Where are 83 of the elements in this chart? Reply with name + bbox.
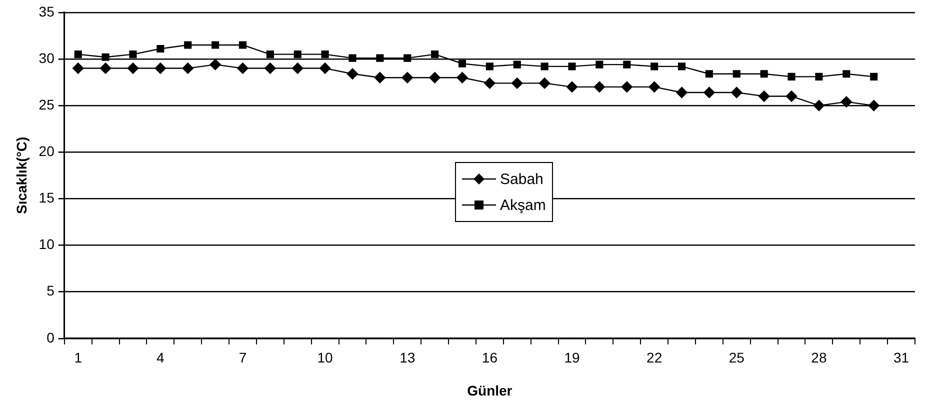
- point: [870, 72, 878, 80]
- x-tick-label: 28: [811, 350, 827, 366]
- x-tick-label: 7: [238, 350, 247, 366]
- point: [376, 54, 384, 62]
- y-tick-label: 15: [38, 190, 55, 206]
- point: [788, 72, 796, 80]
- legend-label: Sabah: [500, 170, 544, 188]
- point: [732, 70, 740, 78]
- point: [319, 62, 331, 74]
- point: [815, 72, 823, 80]
- point: [648, 81, 660, 93]
- point: [346, 68, 358, 80]
- point: [621, 81, 632, 93]
- point: [760, 70, 768, 78]
- point: [513, 60, 521, 68]
- y-tick-label: 5: [46, 282, 55, 299]
- y-tick-label: 30: [38, 50, 55, 66]
- point: [623, 60, 631, 68]
- point: [705, 70, 713, 78]
- x-tick-label: 31: [893, 350, 910, 366]
- point: [596, 60, 604, 68]
- point: [72, 62, 84, 74]
- point: [404, 54, 412, 62]
- point: [566, 81, 578, 93]
- point: [758, 90, 770, 102]
- x-tick-label: 19: [564, 350, 580, 366]
- point: [154, 62, 166, 74]
- y-tick-label: 35: [38, 3, 55, 20]
- point: [842, 70, 850, 78]
- point: [704, 86, 715, 98]
- x-tick-label: 10: [317, 350, 334, 366]
- point: [212, 41, 220, 49]
- point: [292, 62, 304, 74]
- point: [100, 62, 112, 74]
- y-tick-label: 10: [38, 236, 55, 252]
- point: [786, 90, 798, 102]
- point: [321, 50, 329, 58]
- point: [402, 72, 413, 84]
- y-tick-label: 25: [38, 96, 55, 112]
- x-tick-label: 25: [728, 350, 745, 366]
- point: [156, 44, 164, 53]
- point: [594, 81, 606, 93]
- point: [840, 96, 852, 108]
- point: [182, 62, 194, 74]
- x-tick-label: 13: [400, 350, 416, 366]
- point: [184, 41, 192, 49]
- point: [484, 78, 496, 89]
- point: [129, 50, 137, 58]
- point: [429, 72, 440, 84]
- point: [458, 60, 466, 68]
- point: [731, 86, 742, 98]
- point: [264, 62, 276, 74]
- point: [650, 62, 658, 70]
- point: [237, 62, 248, 74]
- point: [868, 100, 880, 112]
- point: [374, 72, 386, 84]
- x-tick-label: 22: [646, 350, 662, 366]
- point: [102, 53, 110, 61]
- point: [127, 62, 139, 74]
- point: [676, 86, 688, 98]
- point: [431, 50, 439, 58]
- point: [266, 50, 274, 58]
- point: [456, 72, 468, 84]
- point: [294, 50, 302, 58]
- point: [568, 62, 576, 70]
- point: [540, 62, 548, 70]
- point: [678, 62, 686, 70]
- point: [74, 50, 82, 58]
- point: [238, 41, 247, 49]
- point: [813, 100, 825, 112]
- point: [348, 54, 356, 62]
- x-axis-title: Günler: [467, 382, 513, 398]
- y-tick-label: 0: [46, 329, 55, 346]
- y-tick-label: 20: [38, 142, 55, 159]
- point: [512, 78, 523, 89]
- legend-label: Akşam: [500, 196, 546, 214]
- x-tick-label: 1: [74, 350, 82, 366]
- point: [210, 58, 221, 70]
- x-tick-label: 4: [156, 350, 165, 366]
- y-axis-title: Sıcaklık(°C): [13, 136, 30, 214]
- point: [486, 62, 494, 70]
- point: [538, 78, 550, 89]
- x-tick-label: 16: [482, 350, 498, 366]
